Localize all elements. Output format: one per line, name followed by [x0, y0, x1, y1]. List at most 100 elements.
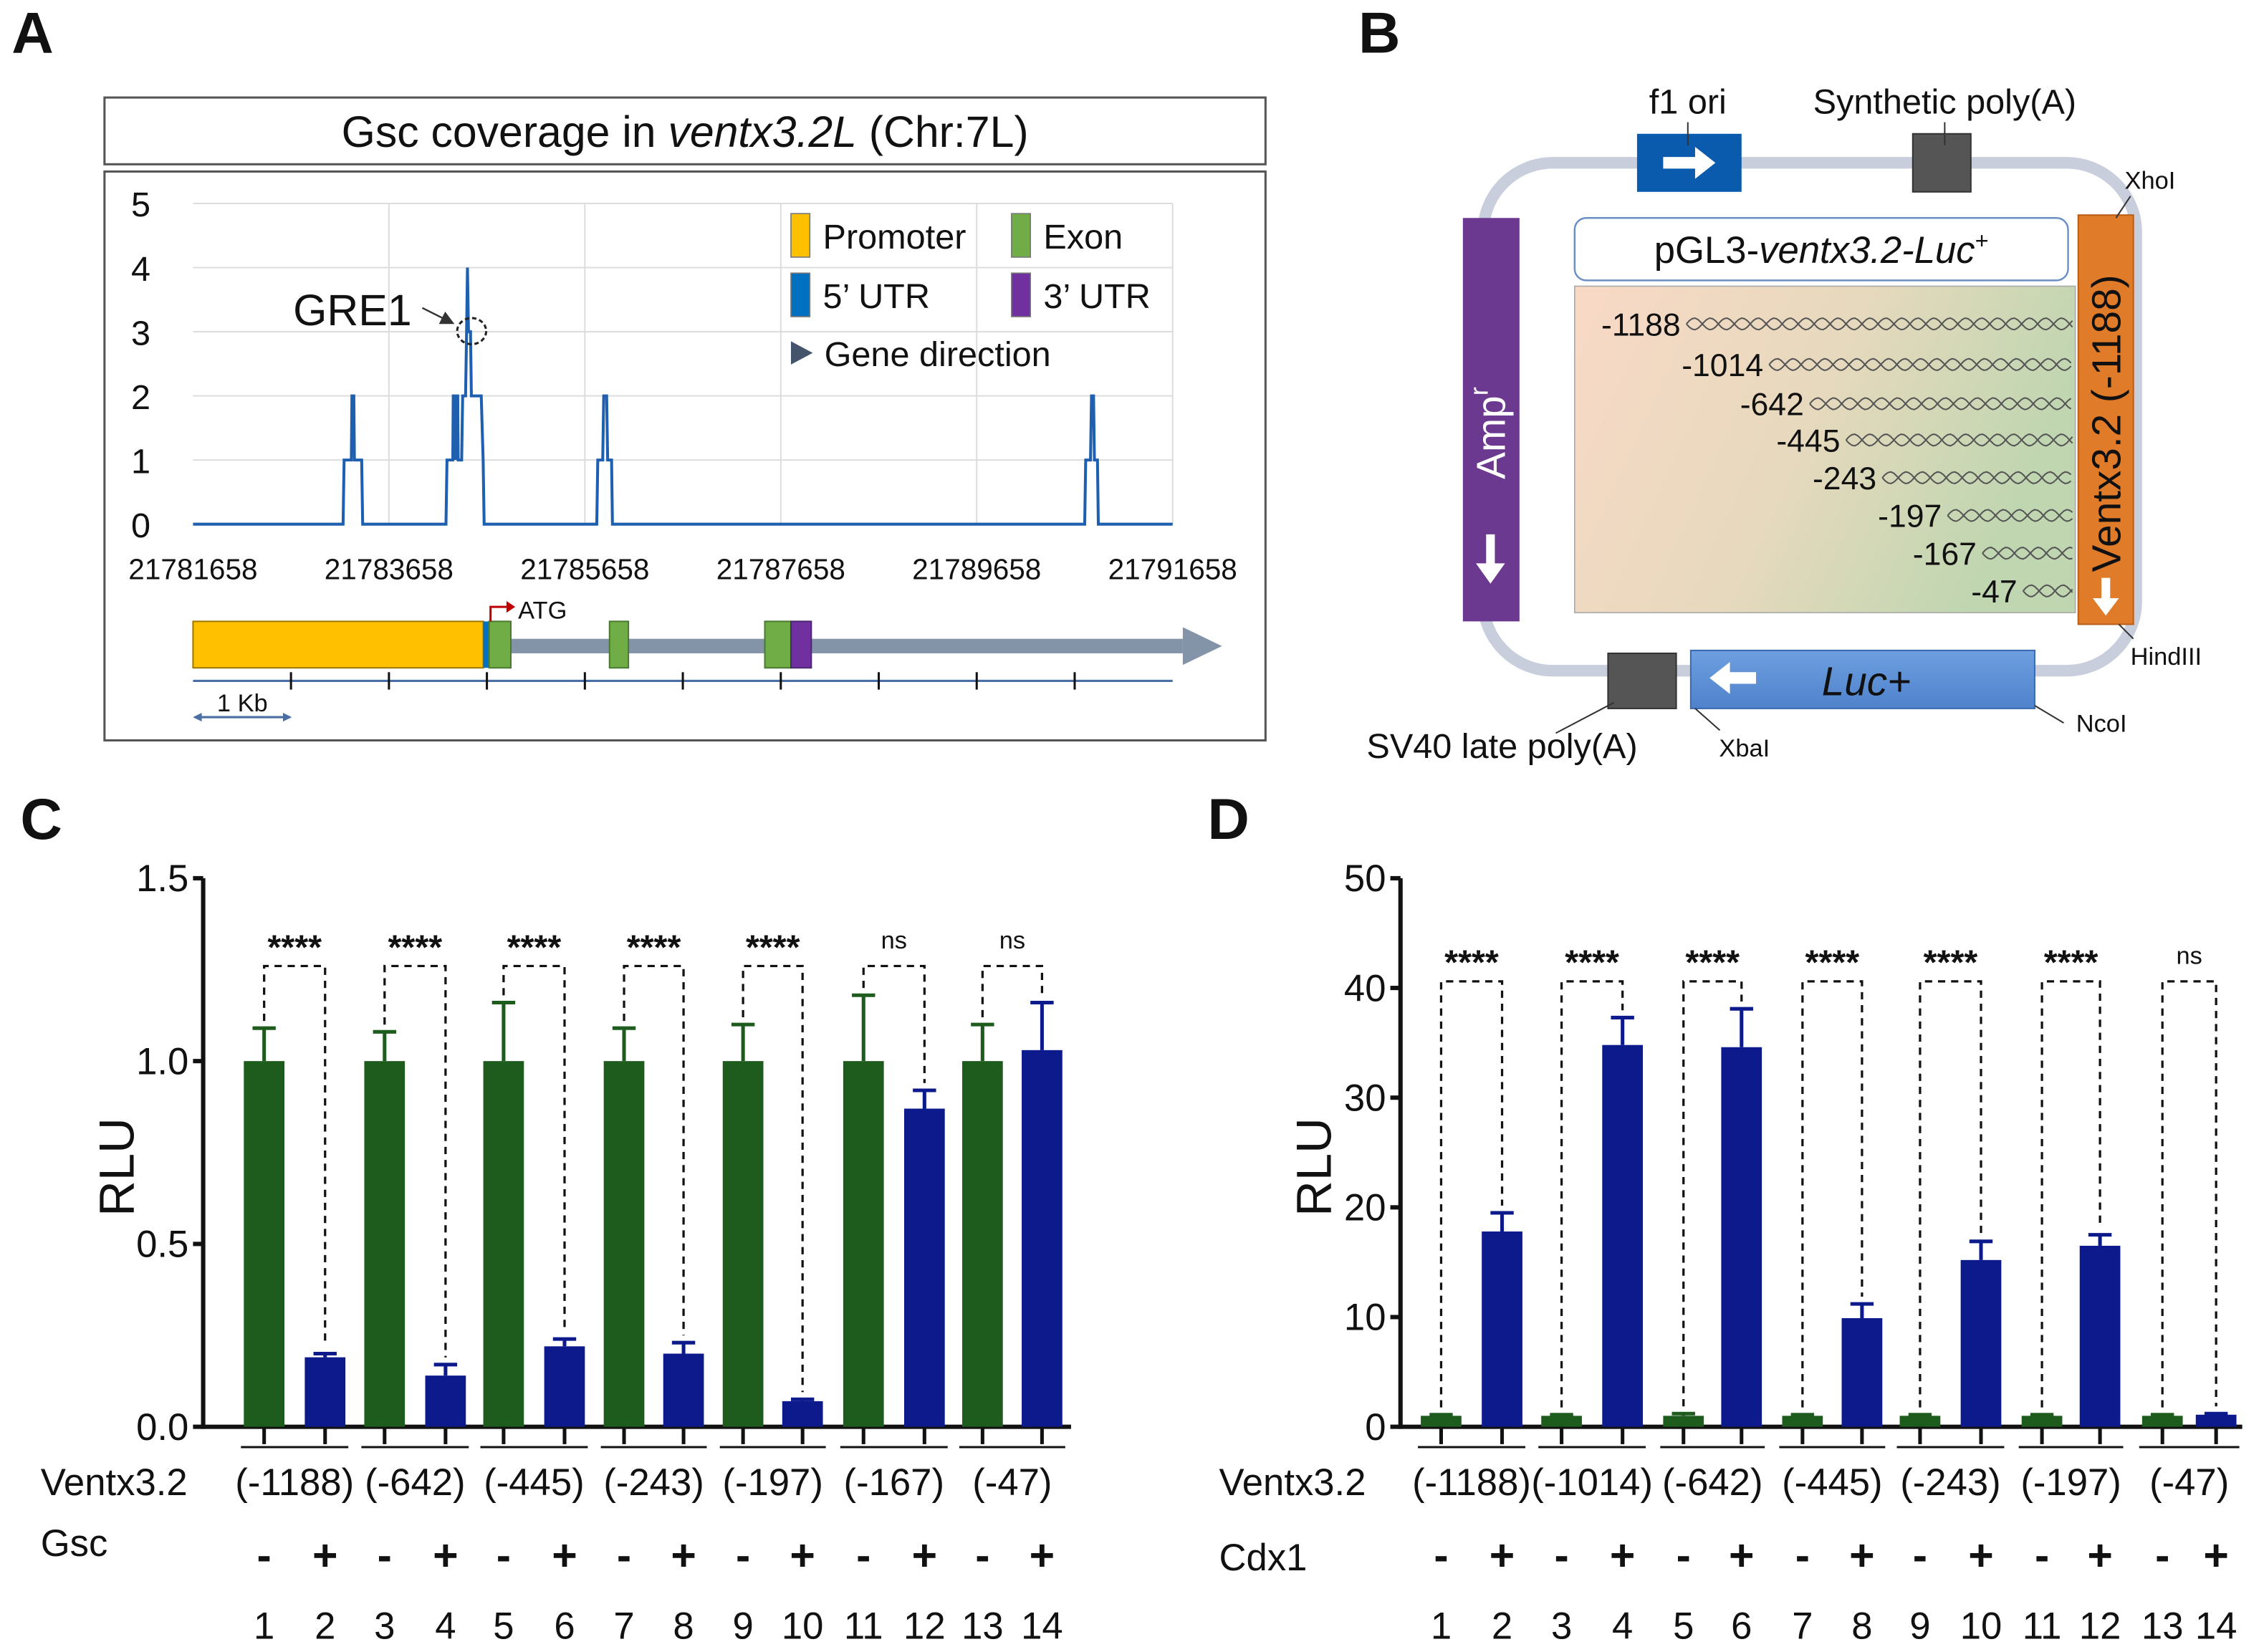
significance-label: ****: [746, 928, 800, 966]
bar-treated: [1841, 1318, 1883, 1427]
legend-label: 5’ UTR: [823, 277, 930, 316]
group-label: (-1188): [1412, 1461, 1531, 1504]
dna-strand: [1768, 357, 2072, 372]
lane-number: 9: [1909, 1605, 1930, 1647]
lane-number: 8: [673, 1605, 694, 1647]
bar-treated: [544, 1346, 585, 1427]
group-label: (-243): [603, 1461, 704, 1504]
ampr-sup: r: [1464, 387, 1493, 395]
bar-control: [1899, 1416, 1941, 1427]
x-tick-label: 21791658: [1108, 553, 1237, 586]
bar-control: [603, 1061, 645, 1427]
construct-part: pGL3-: [1654, 229, 1759, 272]
legend-swatch-3: [1011, 272, 1032, 317]
bar-treated: [782, 1401, 823, 1427]
leader-line: [1694, 708, 1721, 731]
dna-strand: [1809, 397, 2072, 410]
gre1-arrow: [421, 307, 455, 325]
significance-bracket: [981, 964, 1044, 1017]
exon-block: [608, 620, 630, 669]
deletion-label: -1188: [1601, 307, 1681, 342]
bar-control: [2141, 1416, 2183, 1427]
sign-label: +: [790, 1531, 815, 1580]
deletion-label: -197: [1878, 499, 1942, 534]
factor-label: Cdx1: [1219, 1537, 1308, 1579]
gene-body: [493, 638, 1183, 653]
panel-b: Bf1 ori Synthetic poly(A) Ampr pGL3-ventx3.…: [1358, 1, 2202, 765]
sign-label: -: [378, 1531, 392, 1580]
y-tick-label: 20: [1344, 1187, 1386, 1229]
bar-control: [364, 1061, 406, 1427]
significance-bracket: [623, 964, 685, 1336]
x-tick-label: 21781658: [128, 553, 257, 586]
sign-label: +: [1030, 1531, 1055, 1580]
y-tick-label: 1.0: [136, 1040, 188, 1082]
dna-strand: [1947, 509, 2073, 522]
group-label: (-47): [972, 1461, 1052, 1504]
y-tick-label: 5: [131, 186, 150, 224]
leader-line: [2118, 623, 2134, 640]
group-label: (-167): [844, 1461, 944, 1504]
lane-number: 10: [782, 1605, 824, 1647]
leader-line: [2034, 705, 2064, 724]
dna-strand: [1686, 317, 2073, 331]
group-label: (-642): [1662, 1461, 1762, 1504]
sign-label: -: [2035, 1531, 2049, 1580]
bar-control: [1541, 1416, 1582, 1427]
lane-number: 8: [1851, 1605, 1872, 1647]
sign-label: +: [912, 1531, 937, 1580]
xhoi-label: XhoI: [2125, 168, 2176, 195]
lane-number: 6: [1731, 1605, 1752, 1647]
construct-name: pGL3-ventx3.2-Luc+: [1654, 228, 1989, 272]
exon-block: [764, 620, 792, 669]
deletion-label: -642: [1740, 388, 1804, 423]
exon-block: [488, 620, 512, 669]
panel-a: A Gsc coverage in ventx3.2L (Chr:7L) 0 1 2 3 4…: [11, 1, 1267, 742]
significance-bracket: [263, 964, 327, 1347]
atg-bent-arrow: [489, 605, 508, 622]
significance-bracket: [1801, 980, 1864, 1408]
significance-bracket: [502, 964, 566, 1332]
construct-name-box: [1573, 217, 2069, 282]
significance-label: ns: [881, 927, 907, 954]
significance-bracket: [862, 964, 926, 1083]
deletion-label: -1014: [1682, 348, 1763, 383]
bar-control: [722, 1061, 764, 1427]
y-tick-label: 0.5: [136, 1224, 188, 1266]
legend-label: 3’ UTR: [1043, 277, 1150, 316]
factor-label: Gsc: [41, 1522, 108, 1565]
legend-label: Gene direction: [825, 335, 1051, 374]
legend-label: Exon: [1043, 218, 1123, 256]
y-tick-label: 2: [131, 378, 150, 417]
dna-strand: [1982, 547, 2073, 560]
sign-label: -: [975, 1531, 989, 1580]
bar-control: [2021, 1416, 2063, 1427]
group-label: (-642): [365, 1461, 465, 1504]
gre1-circle: [456, 317, 488, 346]
group-label: (-445): [484, 1461, 584, 1504]
lane-number: 12: [2079, 1605, 2121, 1647]
x-tick-label: 21785658: [520, 553, 649, 586]
gre1-label: GRE1: [293, 286, 411, 335]
sign-label: -: [617, 1531, 631, 1580]
lane-number: 7: [1792, 1605, 1813, 1647]
lane-number: 13: [2141, 1605, 2184, 1647]
lane-number: 1: [1431, 1605, 1452, 1647]
sign-label: -: [1795, 1531, 1810, 1580]
dna-strand: [1947, 509, 2073, 522]
sign-label: +: [433, 1531, 458, 1580]
sign-label: -: [1434, 1531, 1448, 1580]
sign-label: +: [1849, 1531, 1874, 1580]
sign-label: -: [736, 1531, 750, 1580]
sign-label: +: [1610, 1531, 1635, 1580]
group-label: (-243): [1900, 1461, 2000, 1504]
synthetic-polya-label: Synthetic poly(A): [1813, 82, 2076, 121]
y-tick-label: 1: [131, 442, 150, 481]
deletion-label: -445: [1776, 423, 1840, 458]
lane-number: 6: [554, 1605, 575, 1647]
bar-control: [1421, 1416, 1462, 1427]
deletion-label: -47: [1971, 575, 2017, 610]
significance-bracket: [742, 964, 804, 1393]
bar-treated: [1602, 1044, 1644, 1427]
